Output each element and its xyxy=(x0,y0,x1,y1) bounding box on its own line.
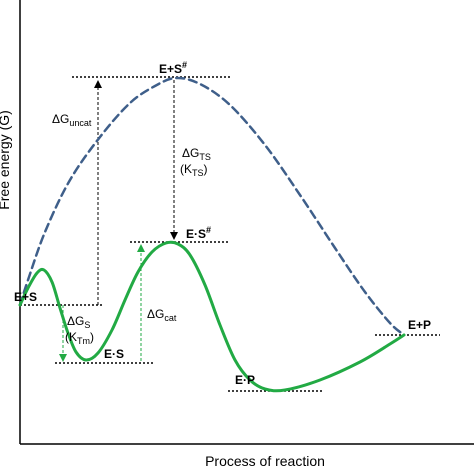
energy-difference-labels: ΔGuncat ΔGTS(KTS) ΔGS(KTm) ΔGcat xyxy=(52,112,211,346)
state-labels: E+S E+S# E·S E·S# E·P E+P xyxy=(14,60,431,387)
state-label-5: E+P xyxy=(408,318,431,332)
state-superscript-3: # xyxy=(206,225,211,235)
energy-difference-label-2: ΔGS xyxy=(67,314,90,330)
energy-difference-label-0: ΔGuncat xyxy=(52,112,92,128)
y-axis-title: Free energy (G) xyxy=(0,110,12,210)
state-label-3: E·S# xyxy=(186,225,211,241)
energy-arrowhead-0 xyxy=(94,80,102,88)
x-axis-title: Process of reaction xyxy=(205,453,325,469)
energy-difference-constant-2: (KTm) xyxy=(65,330,94,346)
state-superscript-1: # xyxy=(182,60,187,70)
energy-difference-constant-1: (KTS) xyxy=(180,162,208,178)
energy-difference-label-1: ΔGTS xyxy=(182,146,211,162)
reaction-curves xyxy=(18,76,406,393)
energy-difference-label-3: ΔGcat xyxy=(147,307,177,323)
catalyzed-curve xyxy=(18,240,406,393)
state-label-0: E+S xyxy=(14,290,37,304)
state-label-1: E+S# xyxy=(159,60,187,76)
state-label-2: E·S xyxy=(104,347,124,361)
energy-arrowhead-3 xyxy=(137,244,145,252)
energy-difference-arrows xyxy=(59,80,178,362)
uncatalyzed-curve xyxy=(18,76,406,337)
energy-arrowhead-2 xyxy=(59,354,67,362)
state-label-4: E·P xyxy=(235,373,255,387)
energy-arrowhead-1 xyxy=(170,232,178,240)
energy-levels xyxy=(20,76,440,392)
